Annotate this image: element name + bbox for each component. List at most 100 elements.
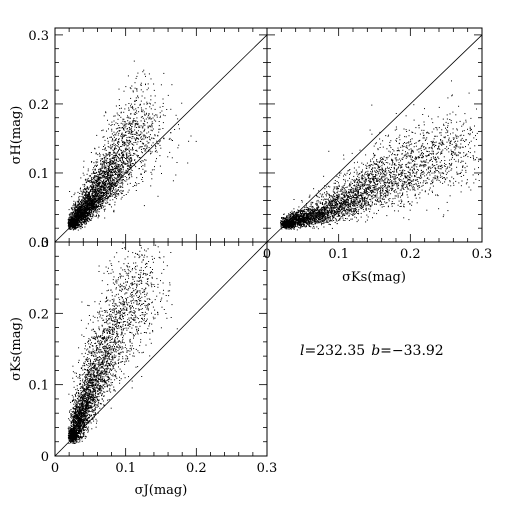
data-point [97, 196, 99, 198]
data-point [105, 176, 107, 178]
data-point [97, 198, 99, 199]
data-point [78, 217, 80, 219]
data-point [101, 167, 103, 169]
data-point [76, 226, 78, 228]
data-point [132, 123, 134, 125]
data-point [155, 147, 157, 149]
data-point [84, 204, 86, 206]
data-point [117, 141, 119, 143]
data-point [111, 190, 113, 192]
data-point [103, 199, 105, 201]
data-point [79, 221, 81, 223]
data-point [313, 220, 315, 222]
data-point [114, 172, 115, 173]
data-point [91, 202, 93, 204]
data-point [92, 181, 94, 183]
data-point [140, 133, 142, 135]
data-point [303, 213, 305, 215]
data-point [105, 171, 107, 172]
data-point [95, 194, 97, 196]
data-point [110, 147, 112, 149]
data-point [118, 132, 120, 134]
data-point [129, 159, 130, 161]
data-point [90, 177, 92, 179]
data-point [101, 207, 103, 209]
data-point [71, 208, 73, 210]
data-point [103, 197, 105, 199]
data-point [80, 177, 82, 179]
data-point [81, 212, 82, 213]
data-point [115, 186, 117, 187]
data-point [130, 127, 132, 129]
data-point [94, 195, 96, 196]
data-point [78, 205, 80, 206]
data-point [92, 180, 94, 182]
data-point [78, 221, 80, 223]
data-point [116, 184, 118, 186]
data-point [122, 127, 123, 128]
data-point [89, 219, 91, 221]
data-point [307, 220, 309, 222]
data-point [103, 206, 104, 208]
data-point [298, 214, 299, 216]
data-point [76, 212, 78, 214]
data-point [117, 118, 119, 120]
data-point [147, 116, 149, 118]
data-point [190, 135, 192, 137]
data-point [126, 145, 128, 147]
data-point [92, 203, 94, 205]
data-point [99, 198, 101, 200]
data-point [77, 224, 78, 226]
data-point [106, 176, 108, 178]
data-point [107, 178, 109, 180]
data-point [116, 152, 118, 154]
data-point [142, 168, 144, 170]
data-point [101, 195, 103, 196]
data-point [141, 179, 143, 180]
data-point [68, 223, 70, 225]
data-point [118, 143, 119, 145]
data-point [126, 140, 128, 142]
data-point [108, 176, 110, 178]
data-point [156, 116, 158, 118]
data-point [159, 116, 161, 118]
data-point [89, 206, 91, 208]
data-point [82, 204, 83, 206]
data-point [115, 188, 117, 190]
data-point [105, 167, 107, 169]
data-point [75, 224, 76, 226]
data-point [78, 206, 79, 208]
data-point [107, 197, 109, 199]
data-point [87, 199, 89, 201]
data-point [108, 146, 110, 148]
data-point [126, 154, 128, 156]
data-point [111, 128, 113, 130]
data-point [94, 169, 96, 171]
data-point [140, 84, 142, 86]
data-point [126, 117, 128, 119]
data-point [95, 200, 97, 202]
data-point [108, 203, 110, 205]
data-point [101, 166, 103, 168]
data-point [86, 206, 88, 208]
data-point [155, 120, 157, 122]
data-point [130, 165, 131, 167]
data-point [90, 206, 92, 208]
data-point [93, 208, 95, 210]
data-point [87, 186, 89, 188]
data-point [86, 191, 88, 193]
data-point [113, 150, 115, 152]
data-point [107, 171, 109, 173]
data-point [158, 143, 160, 145]
data-point [76, 216, 78, 218]
data-point [109, 191, 111, 193]
data-point [115, 192, 117, 194]
data-point [134, 103, 136, 105]
data-point [94, 147, 96, 149]
data-point [121, 169, 123, 171]
data-point [126, 177, 128, 179]
data-point [117, 173, 119, 175]
data-point [82, 224, 83, 226]
data-point [126, 153, 128, 155]
data-point [126, 155, 128, 157]
